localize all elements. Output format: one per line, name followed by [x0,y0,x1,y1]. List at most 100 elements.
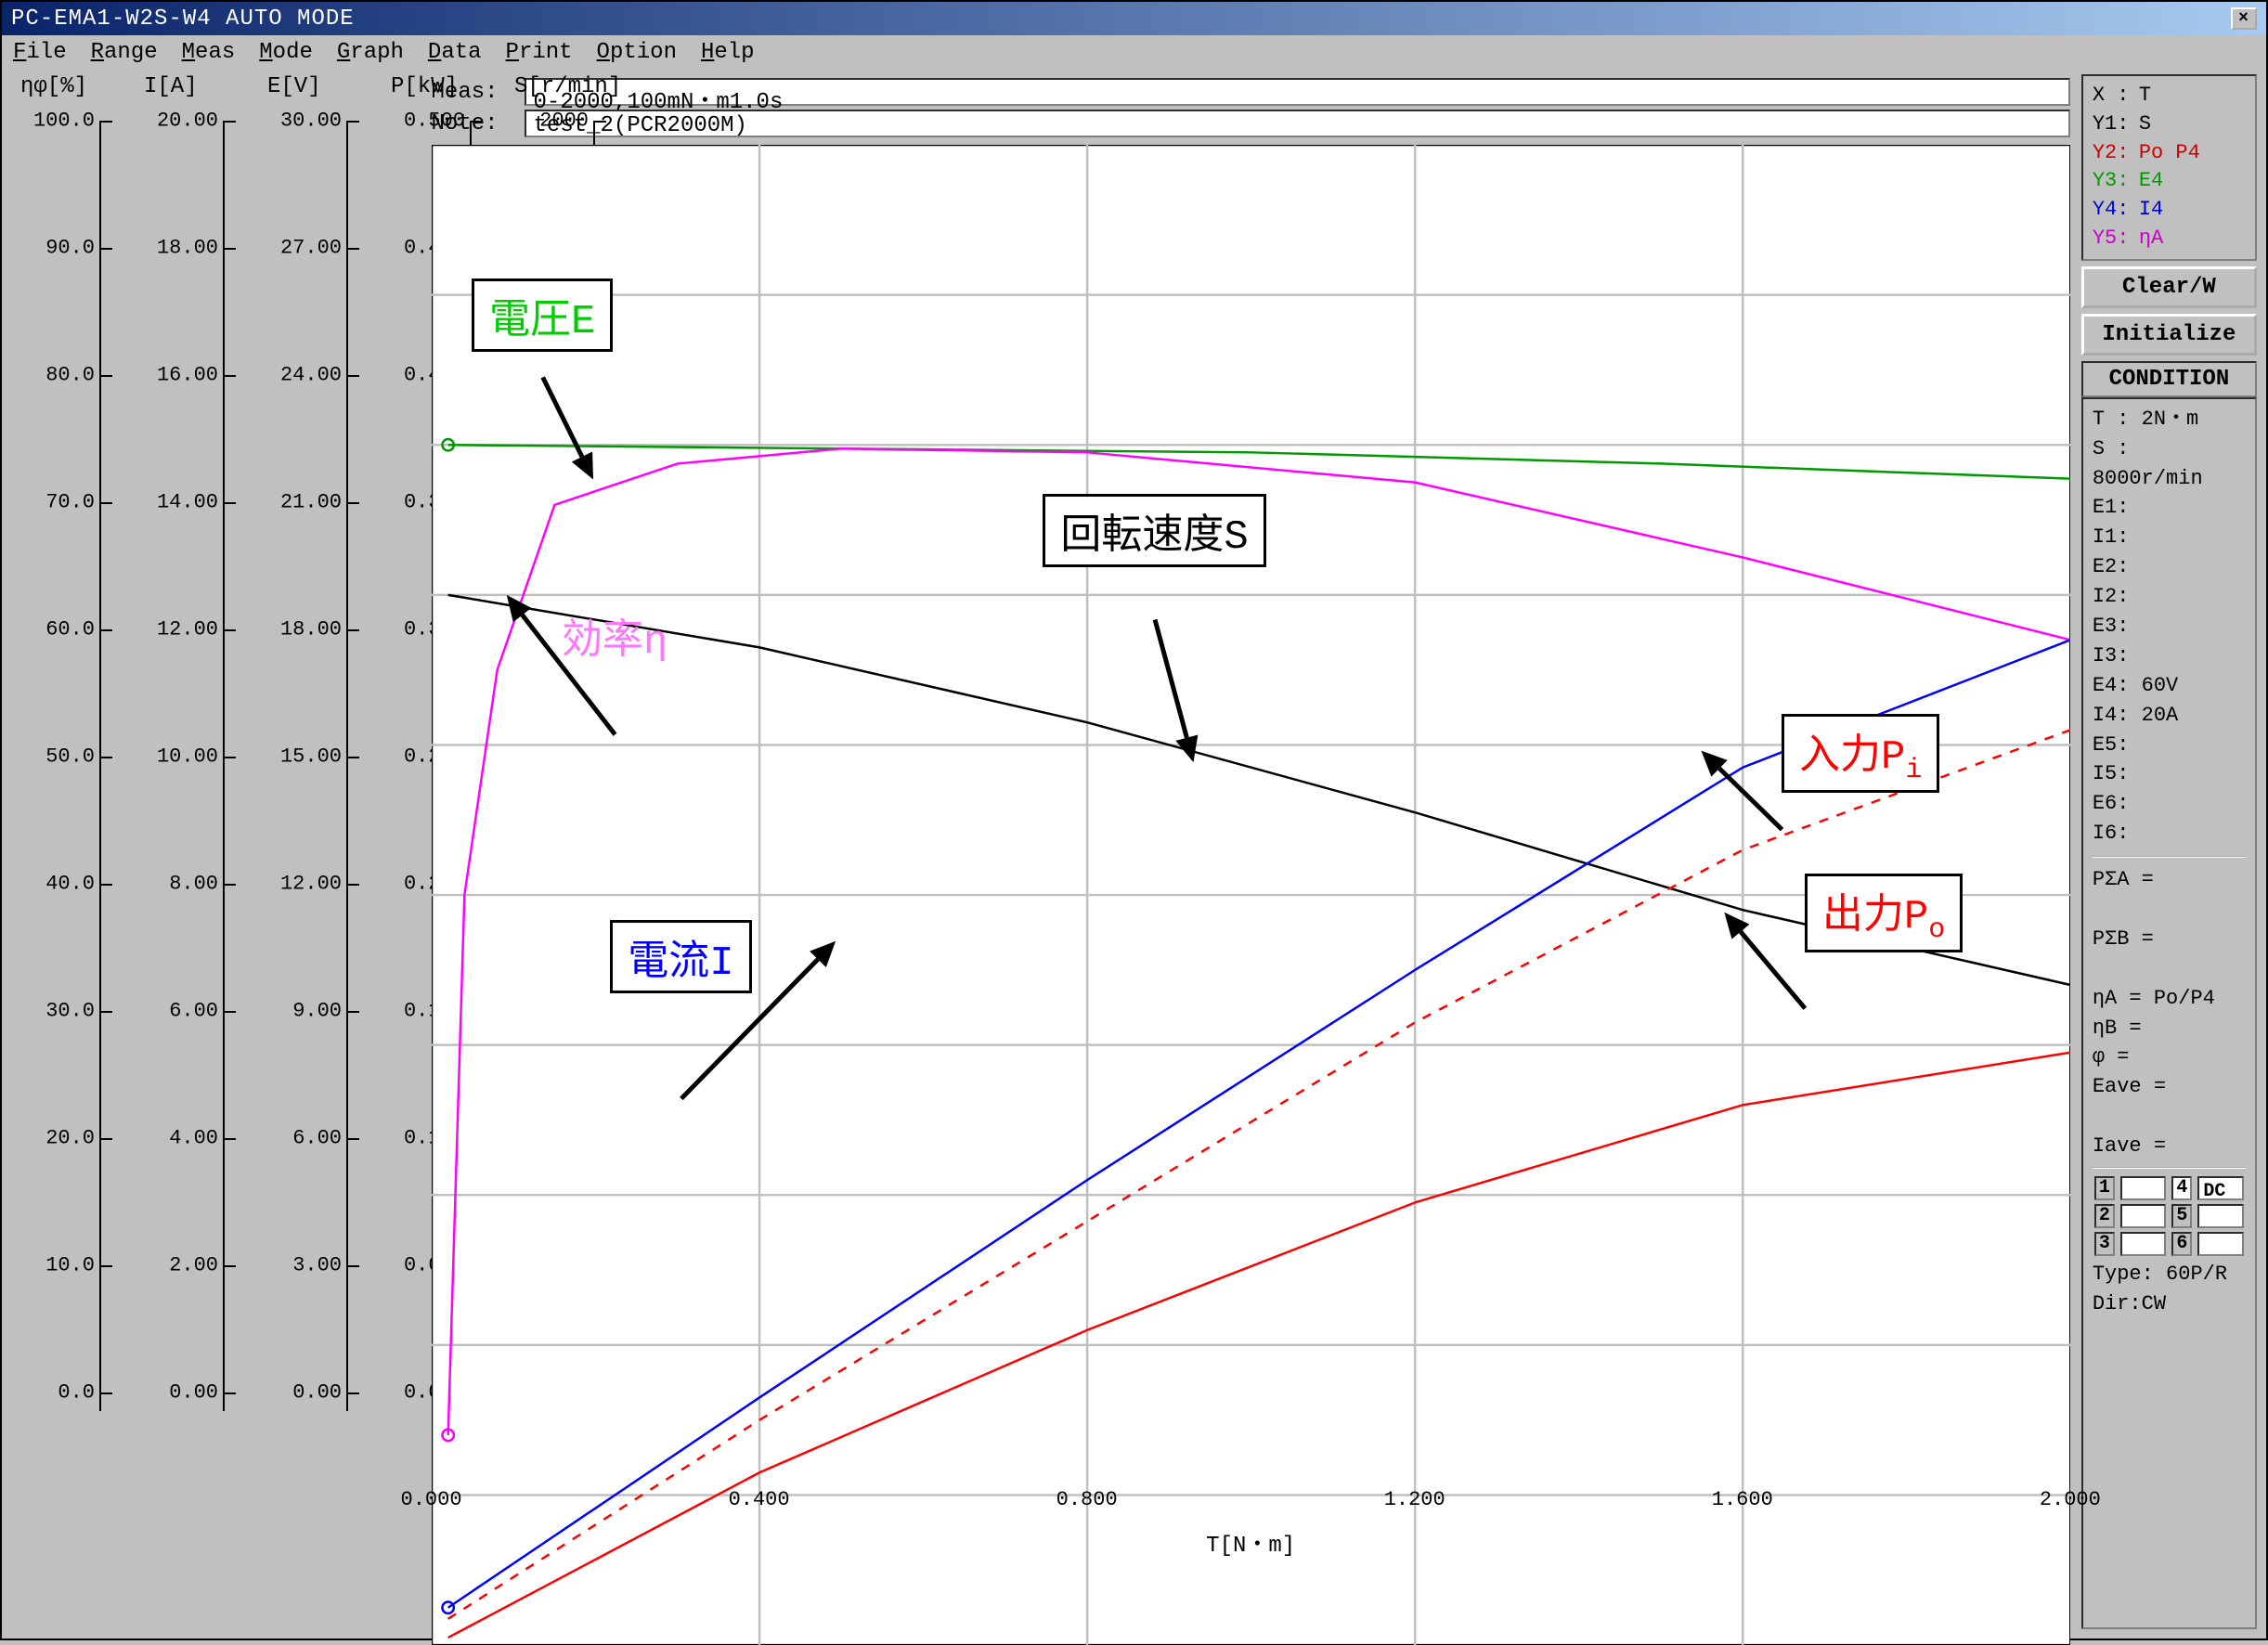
callout-label: 出力Po [1805,874,1963,952]
channel-num: 5 [2171,1204,2192,1228]
condition-line: E3: [2093,612,2246,641]
y-tick-label: 15.00 [280,745,342,769]
clear-button[interactable]: Clear/W [2081,266,2257,308]
condition-line: Eave = [2093,1072,2246,1102]
menu-meas[interactable]: Meas [182,40,236,65]
y-axis-0: ηφ[%]100.090.080.070.060.050.040.030.020… [11,74,132,1411]
title-bar: PC-EMA1-W2S-W4 AUTO MODE × [2,2,2266,35]
y-tick-label: 2000 [539,110,589,133]
menu-data[interactable]: Data [428,40,482,65]
condition-line: ηA = Po/P4 [2093,984,2246,1014]
y-tick-label: 8.00 [169,873,218,896]
y-tick-label: 80.0 [45,364,95,387]
x-tick-label: 1.200 [1384,1488,1445,1511]
channel-value [2120,1204,2167,1228]
callout-label: 電流I [610,920,751,993]
condition-line: E5: [2093,731,2246,760]
y-axis-header: ηφ[%] [20,74,87,99]
x-axis-area: T[N・m] 0.0000.4000.8001.2001.6002.000 [432,1479,2070,1562]
condition-line: I2: [2093,582,2246,612]
y-tick-label: 3.00 [292,1254,342,1277]
y-axis-2: E[V]30.0027.0024.0021.0018.0015.0012.009… [258,74,379,1411]
initialize-button[interactable]: Initialize [2081,314,2257,356]
channel-num: 1 [2094,1176,2115,1200]
y-tick-label: 0.500 [404,110,465,133]
condition-line: φ = [2093,1043,2246,1072]
callout-label: 効率η [547,602,682,669]
legend-row: Y4:I4 [2093,196,2246,225]
y-tick-label: 10.0 [45,1254,95,1277]
legend-row: Y3:E4 [2093,167,2246,196]
y-tick-label: 50.0 [45,745,95,769]
condition-line: E1: [2093,493,2246,523]
y-tick-label: 40.0 [45,873,95,896]
menu-file[interactable]: File [13,40,67,65]
y-tick-label: 30.00 [280,110,342,133]
channel-num: 3 [2094,1232,2115,1256]
y-axis-1: I[A]20.0018.0016.0014.0012.0010.008.006.… [135,74,255,1411]
channel-value: DC / P [2197,1176,2244,1200]
y-axis-header: E[V] [267,74,321,99]
y-tick-label: 100.0 [33,110,95,133]
right-panel: X :TY1:SY2:Po P4Y3:E4Y4:I4Y5:ηA Clear/W … [2070,74,2257,1629]
condition-line [2093,1102,2246,1132]
y-tick-label: 21.00 [280,491,342,514]
y-tick-label: 6.00 [169,1000,218,1023]
condition-line [2093,895,2246,925]
y-tick-label: 9.00 [292,1000,342,1023]
y-tick-label: 6.00 [292,1127,342,1150]
y-axis-header: S[r/min] [514,74,621,99]
condition-line: T : 2N・m [2093,405,2246,434]
condition-line: I4: 20A [2093,701,2246,731]
menu-range[interactable]: Range [91,40,158,65]
meas-value: 0-2000,100mN・m1.0s [525,78,2070,106]
menu-option[interactable]: Option [597,40,677,65]
y-axis-header: P[kW] [391,74,458,99]
y-tick-label: 2.00 [169,1254,218,1277]
chart-area: 電圧E効率η回転速度S電流I入力Pi出力Po [432,145,2070,1479]
x-tick-label: 2.000 [2040,1488,2101,1511]
y-tick-label: 16.00 [157,364,218,387]
condition-line: PΣA = [2093,865,2246,895]
y-tick-label: 12.00 [157,618,218,641]
menu-graph[interactable]: Graph [337,40,404,65]
y-tick-label: 4.00 [169,1127,218,1150]
window-title: PC-EMA1-W2S-W4 AUTO MODE [11,6,355,32]
channel-num: 4 [2171,1176,2192,1200]
callout-label: 入力Pi [1782,714,1939,793]
chart-header: Meas: 0-2000,100mN・m1.0s Note: test_2(PC… [432,74,2070,145]
condition-title: CONDITION [2081,361,2257,397]
channel-num: 6 [2171,1232,2192,1256]
channel-value [2120,1176,2167,1200]
channel-value [2197,1204,2244,1228]
menu-print[interactable]: Print [506,40,573,65]
y-tick-label: 0.00 [292,1381,342,1405]
menu-mode[interactable]: Mode [259,40,313,65]
legend-row: Y5:ηA [2093,225,2246,253]
y-tick-label: 0.0 [58,1381,95,1405]
condition-footer-line: Type: 60P/R [2093,1260,2246,1289]
channel-num: 2 [2094,1204,2115,1228]
channel-grid: 1 4DC / P 2 5 3 6 [2093,1167,2246,1260]
legend-row: Y1:S [2093,110,2246,139]
x-tick-label: 0.400 [729,1488,790,1511]
channel-value [2197,1232,2244,1256]
callout-label: 電圧E [472,278,613,352]
condition-line: I5: [2093,759,2246,789]
y-axes-panel: ηφ[%]100.090.080.070.060.050.040.030.020… [11,74,432,1629]
y-tick-label: 18.00 [157,237,218,260]
y-tick-label: 0.00 [169,1381,218,1405]
y-tick-label: 60.0 [45,618,95,641]
y-tick-label: 70.0 [45,491,95,514]
x-tick-label: 1.600 [1712,1488,1773,1511]
y-tick-label: 12.00 [280,873,342,896]
condition-footer-line: Dir:CW [2093,1289,2246,1319]
menu-help[interactable]: Help [701,40,755,65]
condition-line: E6: [2093,789,2246,819]
condition-line: Iave = [2093,1132,2246,1161]
condition-line: S : 8000r/min [2093,434,2246,494]
close-icon[interactable]: × [2231,7,2257,30]
y-tick-label: 30.0 [45,1000,95,1023]
channel-value [2120,1232,2167,1256]
condition-line [2093,954,2246,984]
